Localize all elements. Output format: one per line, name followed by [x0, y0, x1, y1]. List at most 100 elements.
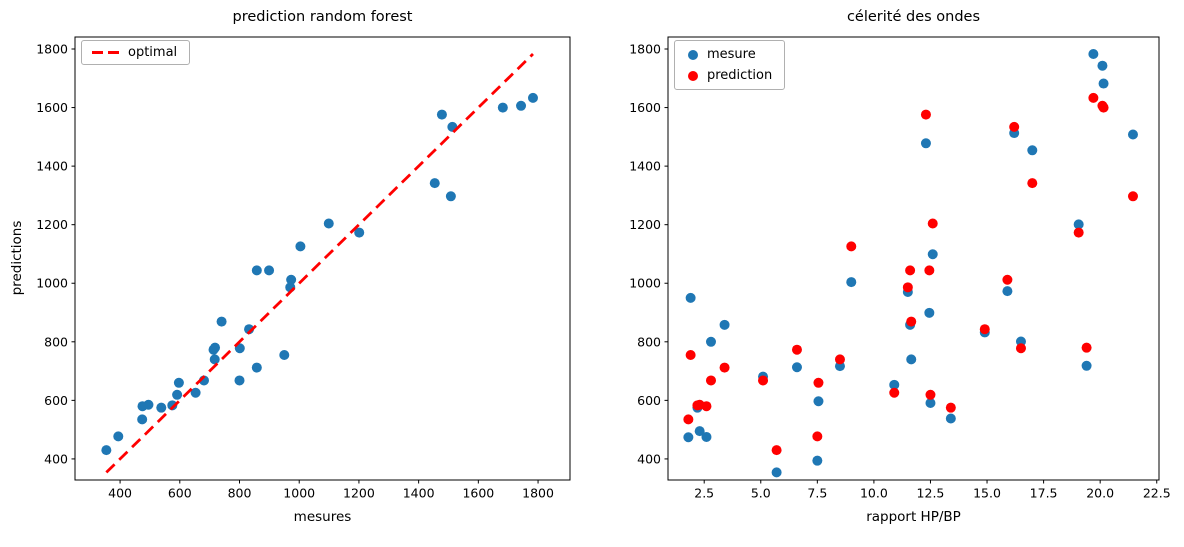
y-tick-label: 1000 [36, 276, 68, 291]
y-tick-label: 1000 [629, 276, 661, 291]
x-tick-label: 7.5 [807, 486, 827, 501]
prediction-point [758, 375, 769, 386]
red-dot-icon [688, 70, 698, 81]
prediction-point [719, 362, 730, 373]
prediction-point [924, 265, 935, 276]
prediction-point [920, 109, 931, 120]
mesure-point [906, 354, 917, 365]
prediction-point [685, 349, 696, 360]
y-tick-label: 800 [637, 334, 661, 349]
predictions-vs-mesures-point [209, 354, 220, 365]
red-dashed-line-icon [92, 51, 119, 54]
predictions-vs-mesures-point [264, 265, 275, 276]
prediction-point [906, 316, 917, 327]
mesure-point [1073, 219, 1084, 230]
prediction-point [813, 377, 824, 388]
mesure-point [925, 397, 936, 408]
prediction-point [945, 402, 956, 413]
predictions-vs-mesures-point [234, 375, 245, 386]
y-tick-label: 400 [44, 451, 68, 466]
left-plot-title: prediction random forest [232, 9, 413, 25]
mesure-point [812, 455, 823, 466]
x-tick-label: 20.0 [1086, 486, 1114, 501]
predictions-vs-mesures-point [167, 400, 178, 411]
prediction-point [925, 389, 936, 400]
x-tick-label: 1000 [283, 486, 315, 501]
prediction-point [1098, 102, 1109, 113]
x-tick-label: 15.0 [973, 486, 1001, 501]
left-plot-ylabel: predictions [9, 220, 25, 296]
x-tick-label: 1800 [522, 486, 554, 501]
predictions-vs-mesures-point [172, 389, 183, 400]
predictions-vs-mesures-point [323, 218, 334, 229]
prediction-point [701, 401, 712, 412]
mesure-point [1088, 48, 1099, 59]
mesure-point [945, 413, 956, 424]
x-tick-label: 12.5 [917, 486, 945, 501]
x-tick-label: 5.0 [751, 486, 771, 501]
y-tick-label: 1600 [629, 100, 661, 115]
predictions-vs-mesures-point [101, 445, 112, 456]
predictions-vs-mesures-point [527, 92, 538, 103]
y-tick-label: 1200 [36, 217, 68, 232]
mesure-point [813, 396, 824, 407]
prediction-point [1015, 343, 1026, 354]
prediction-point [1009, 121, 1020, 132]
mesure-point [920, 138, 931, 149]
y-tick-label: 1200 [629, 217, 661, 232]
legend-label-prediction: prediction [707, 68, 773, 83]
axes-box [667, 36, 1160, 481]
prediction-point [1127, 191, 1138, 202]
legend-row-mesure: mesure [683, 44, 772, 65]
mesure-point [1081, 360, 1092, 371]
legend-label-optimal: optimal [128, 45, 178, 60]
x-tick-label: 600 [168, 486, 192, 501]
predictions-vs-mesures-point [436, 109, 447, 120]
prediction-point [846, 241, 857, 252]
prediction-point [1081, 342, 1092, 353]
y-tick-label: 800 [44, 334, 68, 349]
predictions-vs-mesures-point [216, 316, 227, 327]
y-tick-label: 1600 [36, 100, 68, 115]
mesure-point [1127, 129, 1138, 140]
mesure-point [889, 379, 900, 390]
predictions-vs-mesures-point [156, 402, 167, 413]
y-tick-label: 400 [637, 451, 661, 466]
left-plot-xlabel: mesures [293, 509, 352, 525]
prediction-point [979, 324, 990, 335]
predictions-vs-mesures-point [251, 362, 262, 373]
optimal-line [105, 52, 534, 474]
x-tick-label: 2.5 [694, 486, 714, 501]
mesure-point [771, 467, 782, 478]
mesure-point [1097, 60, 1108, 71]
x-tick-label: 400 [108, 486, 132, 501]
predictions-vs-mesures-point [354, 227, 365, 238]
prediction-point [902, 282, 913, 293]
x-tick-label: 1400 [403, 486, 435, 501]
mesure-point [719, 319, 730, 330]
mesure-point [1027, 145, 1038, 156]
mesure-point [1098, 78, 1109, 89]
legend-label-mesure: mesure [707, 47, 756, 62]
predictions-vs-mesures-point [279, 349, 290, 360]
prediction-point [927, 218, 938, 229]
x-tick-label: 10.0 [860, 486, 888, 501]
y-tick-label: 1800 [629, 42, 661, 57]
prediction-point [1088, 92, 1099, 103]
predictions-vs-mesures-point [295, 241, 306, 252]
x-tick-label: 800 [228, 486, 252, 501]
mesure-point [685, 292, 696, 303]
left-legend: optimal [81, 40, 191, 65]
predictions-vs-mesures-point [286, 274, 297, 285]
predictions-vs-mesures-point [113, 431, 124, 442]
predictions-vs-mesures-point [137, 414, 148, 425]
legend-row-prediction: prediction [683, 65, 772, 86]
y-tick-label: 600 [44, 393, 68, 408]
predictions-vs-mesures-point [137, 401, 148, 412]
y-tick-label: 600 [637, 393, 661, 408]
prediction-point [771, 445, 782, 456]
x-tick-label: 22.5 [1143, 486, 1171, 501]
blue-dot-icon [688, 49, 698, 60]
y-tick-label: 1400 [36, 159, 68, 174]
